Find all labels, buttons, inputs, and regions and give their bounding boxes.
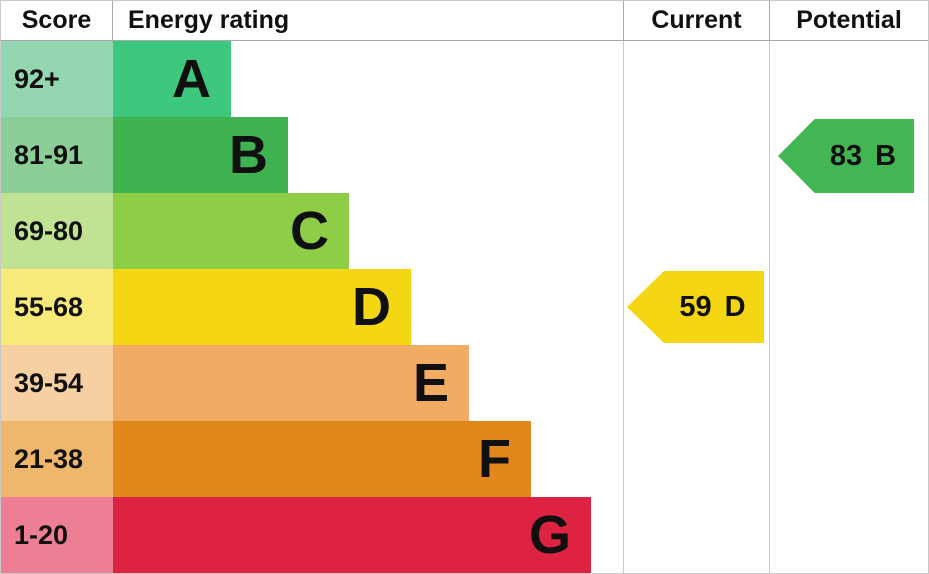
potential-score-value: 83 (829, 139, 863, 172)
rating-letter-d: D (352, 277, 391, 337)
rating-letter-a: A (172, 49, 211, 109)
rating-bar-c: C (113, 193, 349, 269)
header-score: Score (1, 1, 113, 40)
rating-letter-f: F (478, 429, 511, 489)
table-header: Score Energy rating Current Potential (1, 1, 928, 41)
score-range-g: 1-20 (1, 497, 113, 573)
column-divider-current (623, 41, 624, 573)
band-row-g: 1-20 G (1, 497, 591, 573)
rating-bar-d: D (113, 269, 411, 345)
score-range-c: 69-80 (1, 193, 113, 269)
rating-letter-c: C (290, 201, 329, 261)
score-range-f: 21-38 (1, 421, 113, 497)
header-current: Current (623, 1, 769, 40)
band-row-f: 21-38 F (1, 421, 591, 497)
band-row-d: 55-68 D (1, 269, 591, 345)
potential-rating-arrow: 83 B (778, 119, 914, 193)
rating-bar-f: F (113, 421, 531, 497)
score-range-a: 92+ (1, 41, 113, 117)
current-score-value: 59 (679, 290, 712, 323)
rating-bar-g: G (113, 497, 591, 573)
current-rating-letter: D (724, 290, 746, 323)
rating-letter-e: E (412, 353, 449, 413)
band-rows: 92+ A 81-91 B 69-80 C 55-68 D 39-54 (1, 41, 591, 573)
rating-letter-b: B (229, 125, 268, 185)
score-range-e: 39-54 (1, 345, 113, 421)
header-energy-rating: Energy rating (128, 6, 290, 34)
score-range-d: 55-68 (1, 269, 113, 345)
band-row-a: 92+ A (1, 41, 591, 117)
band-row-e: 39-54 E (1, 345, 591, 421)
score-range-b: 81-91 (1, 117, 113, 193)
potential-rating-letter: B (875, 139, 897, 172)
rating-bar-e: E (113, 345, 469, 421)
rating-letter-g: G (528, 505, 571, 565)
current-rating-arrow: 59 D (627, 271, 764, 343)
band-row-c: 69-80 C (1, 193, 591, 269)
rating-bar-b: B (113, 117, 288, 193)
rating-bar-a: A (113, 41, 231, 117)
band-row-b: 81-91 B (1, 117, 591, 193)
column-divider-potential (769, 41, 770, 573)
header-potential: Potential (769, 1, 928, 40)
